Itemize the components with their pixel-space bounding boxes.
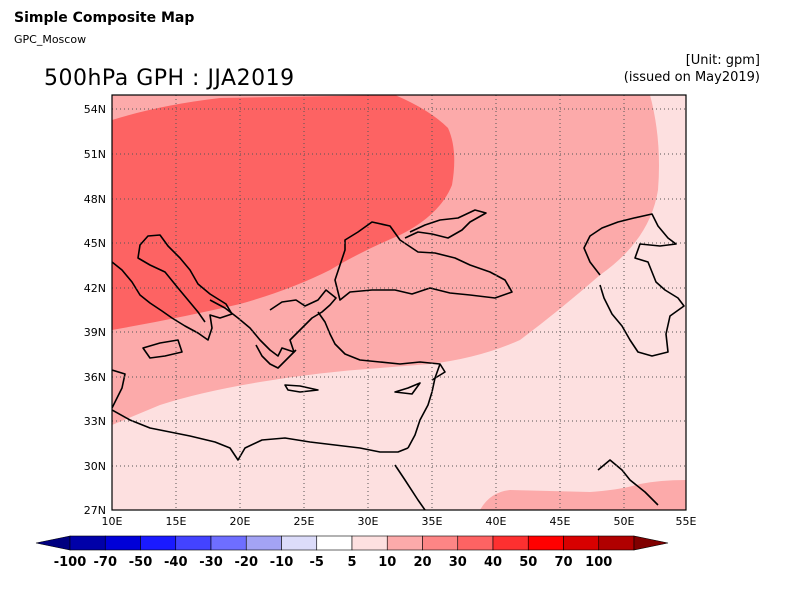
crete-coast xyxy=(284,384,319,393)
lat-tick: 45N xyxy=(84,237,106,250)
north-africa-coast xyxy=(112,409,409,461)
issued-label: (issued on May2019) xyxy=(623,70,760,85)
lon-tick: 30E xyxy=(358,515,379,528)
colorbar-swatch xyxy=(563,535,600,551)
colorbar-swatch xyxy=(492,535,529,551)
lon-tick: 40E xyxy=(486,515,507,528)
colorbar-label: 50 xyxy=(519,555,537,570)
colorbar-label: -10 xyxy=(270,555,294,570)
app-title: Simple Composite Map xyxy=(14,10,195,26)
lon-tick: 55E xyxy=(676,515,697,528)
colorbar-label: -5 xyxy=(310,555,324,570)
colorbar-swatch xyxy=(281,535,318,551)
colorbar-label: -20 xyxy=(235,555,259,570)
colorbar-arrow-low xyxy=(35,535,71,551)
lon-tick: 20E xyxy=(230,515,251,528)
colorbar-label: 70 xyxy=(554,555,572,570)
colorbar-label: -30 xyxy=(199,555,223,570)
lat-tick: 51N xyxy=(84,148,106,161)
lat-tick: 33N xyxy=(84,415,106,428)
colorbar-swatch xyxy=(175,535,212,551)
crimea-azov-coast xyxy=(404,209,487,239)
adriatic-balkans-coast xyxy=(209,289,337,357)
levant-coast xyxy=(407,363,441,449)
lon-tick: 10E xyxy=(102,515,123,528)
lat-tick: 42N xyxy=(84,282,106,295)
lat-tick: 30N xyxy=(84,460,106,473)
italy-coast xyxy=(112,234,233,341)
lat-tick: 54N xyxy=(84,103,106,116)
tunisia-coast xyxy=(112,369,126,409)
colorbar-swatch xyxy=(457,535,494,551)
colorbar-swatch xyxy=(69,535,106,551)
lon-tick: 45E xyxy=(550,515,571,528)
colorbar-label: 20 xyxy=(413,555,431,570)
colorbar-label: 10 xyxy=(378,555,396,570)
colorbar-swatch xyxy=(598,535,635,551)
caspian-coast xyxy=(583,213,685,357)
colorbar-swatch xyxy=(245,535,282,551)
colorbar-swatch xyxy=(422,535,459,551)
gulf-coast xyxy=(597,459,659,506)
cyprus-coast xyxy=(394,382,421,395)
colorbar-swatch xyxy=(351,535,388,551)
black-sea-coast xyxy=(334,221,513,301)
lon-ticks: 10E 15E 20E 25E 30E 35E 40E 45E 50E 55E xyxy=(102,515,697,528)
colorbar-swatch xyxy=(316,535,353,551)
colorbar-arrow-high xyxy=(633,535,669,551)
turkey-aegean-coast xyxy=(317,311,446,381)
lat-tick: 36N xyxy=(84,371,106,384)
colorbar-label: 100 xyxy=(585,555,612,570)
lat-ticks: 54N 51N 48N 45N 42N 39N 36N 33N 30N 27N xyxy=(84,103,106,517)
colorbar: -100 -70 -50 -40 -30 -20 -10 -5 5 10 20 30 40 50 70 100 xyxy=(35,535,669,570)
colorbar-label: -100 xyxy=(54,555,87,570)
shaded-field xyxy=(112,95,686,510)
region-10-20-south xyxy=(480,480,686,510)
sicily-coast xyxy=(142,339,183,359)
lon-tick: 15E xyxy=(166,515,187,528)
colorbar-label: -70 xyxy=(94,555,118,570)
lat-tick: 39N xyxy=(84,326,106,339)
greece-coast xyxy=(255,344,297,369)
source-label: GPC_Moscow xyxy=(14,33,87,46)
colorbar-label: 30 xyxy=(449,555,467,570)
lat-tick: 48N xyxy=(84,193,106,206)
colorbar-label: 5 xyxy=(347,555,356,570)
lon-tick: 50E xyxy=(614,515,635,528)
lon-tick: 25E xyxy=(294,515,315,528)
map-frame xyxy=(111,94,687,511)
colorbar-swatch xyxy=(210,535,247,551)
lon-tick: 35E xyxy=(422,515,443,528)
red-sea-coast xyxy=(394,464,426,510)
coastlines xyxy=(112,209,685,510)
colorbar-label: -50 xyxy=(129,555,153,570)
unit-label: [Unit: gpm] xyxy=(685,53,760,68)
colorbar-swatch xyxy=(140,535,177,551)
colorbar-swatch xyxy=(386,535,423,551)
map-title: 500hPa GPH : JJA2019 xyxy=(44,66,295,91)
colorbar-swatch xyxy=(104,535,141,551)
colorbar-label: 40 xyxy=(484,555,502,570)
colorbar-swatch xyxy=(527,535,564,551)
colorbar-label: -40 xyxy=(164,555,188,570)
lat-tick: 27N xyxy=(84,504,106,517)
